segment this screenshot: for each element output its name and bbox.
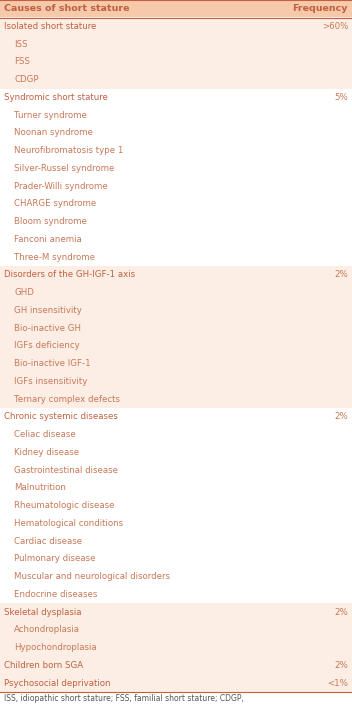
Bar [0, 337, 352, 355]
Bar [0, 124, 352, 142]
Text: Isolated short stature: Isolated short stature [4, 22, 96, 31]
Text: IGFs deficiency: IGFs deficiency [14, 341, 80, 350]
Text: Bio-inactive IGF-1: Bio-inactive IGF-1 [14, 359, 90, 368]
Text: Endocrine diseases: Endocrine diseases [14, 590, 98, 599]
Text: 2%: 2% [334, 412, 348, 422]
Bar [0, 656, 352, 674]
Text: 2%: 2% [334, 607, 348, 617]
Bar [0, 461, 352, 479]
Bar [0, 533, 352, 550]
Bar [0, 301, 352, 319]
Text: Rheumatologic disease: Rheumatologic disease [14, 501, 114, 510]
Bar [0, 355, 352, 372]
Text: Prader-Willi syndrome: Prader-Willi syndrome [14, 182, 108, 191]
Text: Bio-inactive GH: Bio-inactive GH [14, 324, 81, 333]
Bar [0, 497, 352, 515]
Text: Children born SGA: Children born SGA [4, 661, 83, 670]
Bar [0, 195, 352, 213]
Text: Neurofibromatosis type 1: Neurofibromatosis type 1 [14, 146, 123, 155]
Bar [0, 674, 352, 692]
Text: ISS, idiopathic short stature; FSS, familial short stature; CDGP,: ISS, idiopathic short stature; FSS, fami… [4, 694, 244, 703]
Bar [0, 550, 352, 567]
Text: Frequency: Frequency [293, 4, 348, 14]
Text: FSS: FSS [14, 58, 30, 66]
Bar [0, 266, 352, 284]
Bar [0, 18, 352, 36]
Text: Chronic systemic diseases: Chronic systemic diseases [4, 412, 118, 422]
Bar [0, 248, 352, 266]
Text: CDGP: CDGP [14, 75, 38, 84]
Text: Silver-Russel syndrome: Silver-Russel syndrome [14, 164, 114, 173]
Bar [0, 106, 352, 124]
Text: Celiac disease: Celiac disease [14, 430, 76, 439]
Bar [0, 319, 352, 337]
Text: Ternary complex defects: Ternary complex defects [14, 394, 120, 404]
Text: Bloom syndrome: Bloom syndrome [14, 217, 87, 226]
Text: Syndromic short stature: Syndromic short stature [4, 93, 108, 102]
Bar [0, 567, 352, 585]
Text: 2%: 2% [334, 271, 348, 279]
Text: Cardiac disease: Cardiac disease [14, 537, 82, 545]
Text: Causes of short stature: Causes of short stature [4, 4, 130, 14]
Bar [0, 142, 352, 159]
Bar [0, 479, 352, 497]
Text: Psychosocial deprivation: Psychosocial deprivation [4, 679, 111, 688]
Text: Three-M syndrome: Three-M syndrome [14, 253, 95, 261]
Bar [0, 585, 352, 603]
Text: Disorders of the GH-IGF-1 axis: Disorders of the GH-IGF-1 axis [4, 271, 135, 279]
Bar [0, 372, 352, 390]
Bar [0, 444, 352, 461]
Text: Pulmonary disease: Pulmonary disease [14, 555, 95, 563]
Text: 5%: 5% [334, 93, 348, 102]
Text: Skeletal dysplasia: Skeletal dysplasia [4, 607, 82, 617]
Text: <1%: <1% [327, 679, 348, 688]
Text: Malnutrition: Malnutrition [14, 483, 66, 493]
Bar [0, 639, 352, 656]
Bar [0, 70, 352, 88]
Text: Achondroplasia: Achondroplasia [14, 625, 80, 634]
Text: Gastrointestinal disease: Gastrointestinal disease [14, 466, 118, 475]
Bar [0, 284, 352, 301]
Bar [0, 53, 352, 70]
Text: 2%: 2% [334, 661, 348, 670]
Text: IGFs insensitivity: IGFs insensitivity [14, 377, 87, 386]
Bar [0, 621, 352, 639]
Text: Hypochondroplasia: Hypochondroplasia [14, 643, 97, 652]
Text: Kidney disease: Kidney disease [14, 448, 79, 457]
Bar [0, 36, 352, 53]
Bar [0, 159, 352, 177]
Text: >60%: >60% [322, 22, 348, 31]
Bar [0, 426, 352, 444]
Bar [0, 213, 352, 231]
Bar [0, 0, 352, 18]
Text: Noonan syndrome: Noonan syndrome [14, 128, 93, 137]
Bar [0, 231, 352, 248]
Text: CHARGE syndrome: CHARGE syndrome [14, 199, 96, 209]
Bar [0, 390, 352, 408]
Text: Hematological conditions: Hematological conditions [14, 519, 123, 528]
Text: ISS: ISS [14, 40, 27, 48]
Bar [0, 515, 352, 533]
Text: GH insensitivity: GH insensitivity [14, 306, 82, 315]
Text: Fanconi anemia: Fanconi anemia [14, 235, 82, 244]
Text: Muscular and neurological disorders: Muscular and neurological disorders [14, 572, 170, 581]
Text: GHD: GHD [14, 288, 34, 297]
Text: Turner syndrome: Turner syndrome [14, 110, 87, 120]
Bar [0, 88, 352, 106]
Bar [0, 408, 352, 426]
Bar [0, 603, 352, 621]
Bar [0, 177, 352, 195]
